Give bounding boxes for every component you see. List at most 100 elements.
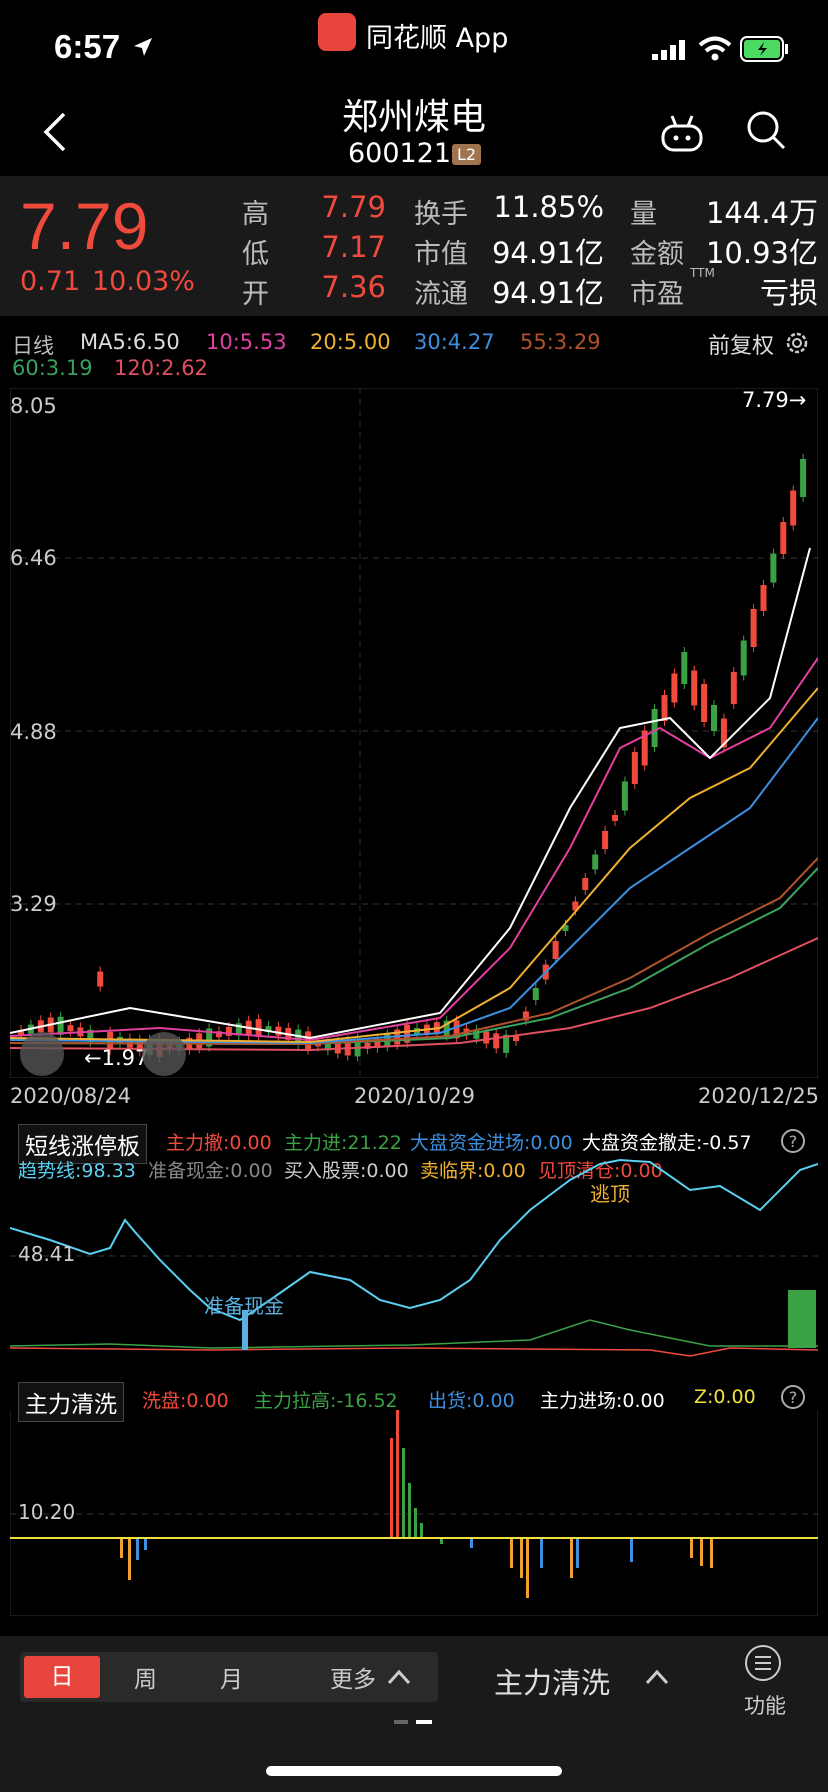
ind2-tick: 10.20 <box>18 1500 76 1524</box>
tab-more[interactable]: 更多 <box>330 1667 376 1693</box>
indicator-bar <box>402 1448 405 1538</box>
current-price: 7.79 <box>20 189 149 263</box>
period-label: 日线 <box>12 334 54 358</box>
indicator2-title[interactable]: 主力清洗 <box>18 1382 124 1422</box>
date-end: 2020/12/25 <box>698 1084 820 1108</box>
amount-value: 10.93亿 <box>705 236 818 270</box>
ind2-wash: 洗盘:0.00 <box>142 1390 229 1412</box>
ma30-line <box>10 717 818 1045</box>
level2-badge: L2 <box>452 144 482 165</box>
menu-icon[interactable] <box>744 1644 782 1682</box>
indicator-bar <box>540 1538 543 1568</box>
svg-text:?: ? <box>789 1132 798 1151</box>
low-label: 低 <box>242 239 269 270</box>
indicator-bar <box>520 1538 523 1578</box>
indicator-bar <box>396 1410 399 1538</box>
status-time: 6:57 <box>54 28 121 65</box>
chevron-up-icon[interactable] <box>386 1668 412 1686</box>
y-tick-4: 3.29 <box>10 892 57 916</box>
robot-icon[interactable] <box>660 112 704 152</box>
indicator-bar <box>526 1538 529 1598</box>
mktcap-label: 市值 <box>414 239 468 270</box>
indicator1-title[interactable]: 短线涨停板 <box>18 1124 147 1164</box>
min-price-label: ←1.97 <box>84 1046 149 1070</box>
signal-icon <box>652 40 685 60</box>
quote-panel <box>0 176 828 316</box>
date-start: 2020/08/24 <box>10 1084 132 1108</box>
y-tick-2: 6.46 <box>10 546 57 570</box>
float-label: 流通 <box>414 279 468 310</box>
function-label[interactable]: 功能 <box>744 1694 786 1718</box>
ind1-zhulijin: 主力进:21.22 <box>284 1132 402 1154</box>
mktcap-value: 94.91亿 <box>491 236 604 270</box>
low-value: 7.17 <box>321 230 386 264</box>
ind1-trend: 趋势线:98.33 <box>18 1160 136 1182</box>
ma5-line <box>10 547 811 1040</box>
wifi-icon <box>698 36 732 61</box>
search-icon[interactable] <box>744 108 788 152</box>
ind1-cash: 准备现金:0.00 <box>148 1160 273 1182</box>
indicator-bar <box>440 1538 443 1544</box>
indicator-bar <box>120 1538 123 1558</box>
ind1-dapan-out: 大盘资金撤走:-0.57 <box>582 1132 752 1154</box>
page-dot <box>394 1720 408 1724</box>
ma120-line <box>10 937 818 1052</box>
max-price-label: 7.79→ <box>742 388 807 412</box>
ind2-pull: 主力拉高:-16.52 <box>254 1390 398 1412</box>
home-indicator[interactable] <box>266 1766 562 1776</box>
page-title: 郑州煤电 <box>341 97 486 138</box>
help-icon[interactable]: ? <box>780 1128 806 1154</box>
svg-text:?: ? <box>789 1388 798 1407</box>
ind1-annot-cash: 准备现金 <box>204 1294 284 1318</box>
ind1-annot-top: 逃顶 <box>590 1182 630 1206</box>
ma60-label: 60:3.19 <box>12 356 93 380</box>
volume-value: 144.4万 <box>705 196 818 230</box>
indicator-bar <box>408 1483 411 1538</box>
pe-label: 市盈 <box>630 279 684 310</box>
high-value: 7.79 <box>321 190 386 224</box>
ma10-label: 10:5.53 <box>206 330 287 354</box>
volume-label: 量 <box>630 199 657 230</box>
expand-chart-button[interactable] <box>20 1032 64 1076</box>
indicator-bar <box>136 1538 139 1560</box>
indicator-bar <box>390 1438 393 1538</box>
date-mid: 2020/10/29 <box>354 1084 476 1108</box>
indicator-bar <box>690 1538 693 1558</box>
tab-month[interactable]: 月 <box>220 1667 243 1693</box>
open-label: 开 <box>242 279 269 310</box>
back-icon[interactable] <box>40 110 70 154</box>
price-change: 0.71 <box>20 266 81 297</box>
ma20-line <box>10 687 818 1044</box>
ma120-label: 120:2.62 <box>114 356 208 380</box>
turnover-value: 11.85% <box>493 190 604 224</box>
amount-label: 金额 <box>630 239 684 270</box>
indicator-selector[interactable]: 主力清洗 <box>494 1666 611 1700</box>
ind1-top: 见顶清仓:0.00 <box>538 1160 663 1182</box>
indicator-bar <box>630 1538 633 1562</box>
open-value: 7.36 <box>321 270 386 304</box>
kline-chart[interactable] <box>10 388 818 1078</box>
ind1-dapan-in: 大盘资金进场:0.00 <box>410 1132 573 1154</box>
indicator-bar <box>470 1538 473 1548</box>
ind2-z: Z:0.00 <box>694 1386 756 1408</box>
indicator-bar <box>510 1538 513 1568</box>
fullscreen-button[interactable] <box>142 1032 186 1076</box>
stock-code: 600121 <box>348 138 452 169</box>
ind1-sell: 卖临界:0.00 <box>420 1160 526 1182</box>
app-logo-icon <box>318 13 356 51</box>
ind1-buy: 买入股票:0.00 <box>284 1160 409 1182</box>
float-value: 94.91亿 <box>491 276 604 310</box>
ind1-zhulichе: 主力撤:0.00 <box>166 1132 272 1154</box>
ma55-label: 55:3.29 <box>520 330 601 354</box>
indicator-bar <box>700 1538 703 1566</box>
adjust-selector[interactable]: 前复权 <box>708 334 775 359</box>
settings-gear-icon[interactable] <box>784 330 810 356</box>
help-icon-2[interactable]: ? <box>780 1384 806 1410</box>
ma20-label: 20:5.00 <box>310 330 391 354</box>
tab-day[interactable]: 日 <box>24 1656 100 1698</box>
ma30-label: 30:4.27 <box>414 330 495 354</box>
price-change-pct: 10.03% <box>92 266 195 297</box>
tab-week[interactable]: 周 <box>134 1667 157 1693</box>
chevron-up-icon-2[interactable] <box>644 1668 670 1686</box>
turnover-label: 换手 <box>414 199 468 230</box>
